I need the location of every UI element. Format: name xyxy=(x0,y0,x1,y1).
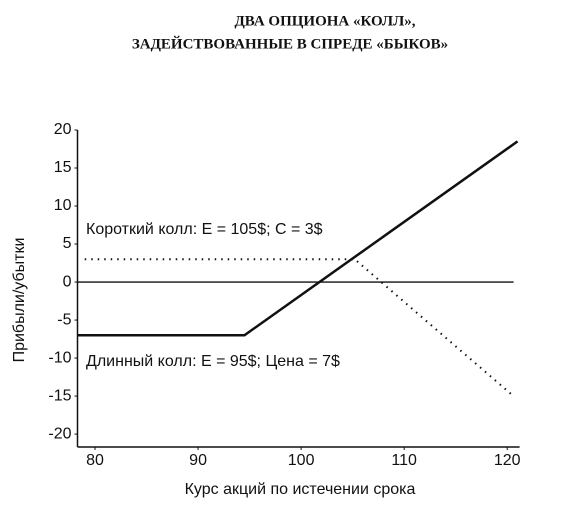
x-tick-label: 110 xyxy=(391,452,417,469)
x-tick-label: 90 xyxy=(189,452,207,469)
y-tick-label: -15 xyxy=(48,387,71,404)
y-tick-label: -20 xyxy=(48,425,71,442)
series-line xyxy=(84,258,515,397)
y-tick-label: 0 xyxy=(63,273,72,290)
x-tick-label: 80 xyxy=(86,452,104,469)
x-tick-label: 120 xyxy=(494,452,521,469)
y-tick-label: -10 xyxy=(48,349,71,366)
y-tick-label: 20 xyxy=(54,121,72,138)
x-axis-label: Курс акций по истечении срока xyxy=(185,481,416,498)
y-tick-label: 5 xyxy=(63,235,72,252)
chart-title: ДВА ОПЦИОНА «КОЛЛ», xyxy=(234,13,415,29)
y-tick-label: 15 xyxy=(54,159,72,176)
y-axis-label: Прибыли/убытки xyxy=(11,238,28,363)
annotation: Длинный колл: E = 95$; Цена = 7$ xyxy=(86,353,340,370)
y-tick-label: -5 xyxy=(57,311,71,328)
series-line xyxy=(77,140,519,337)
x-tick-label: 100 xyxy=(288,452,315,469)
annotation: Короткий колл: E = 105$; C = 3$ xyxy=(86,221,323,238)
y-tick-label: 10 xyxy=(54,197,72,214)
chart-title: ЗАДЕЙСТВОВАННЫЕ В СПРЕДЕ «БЫКОВ» xyxy=(132,35,448,52)
